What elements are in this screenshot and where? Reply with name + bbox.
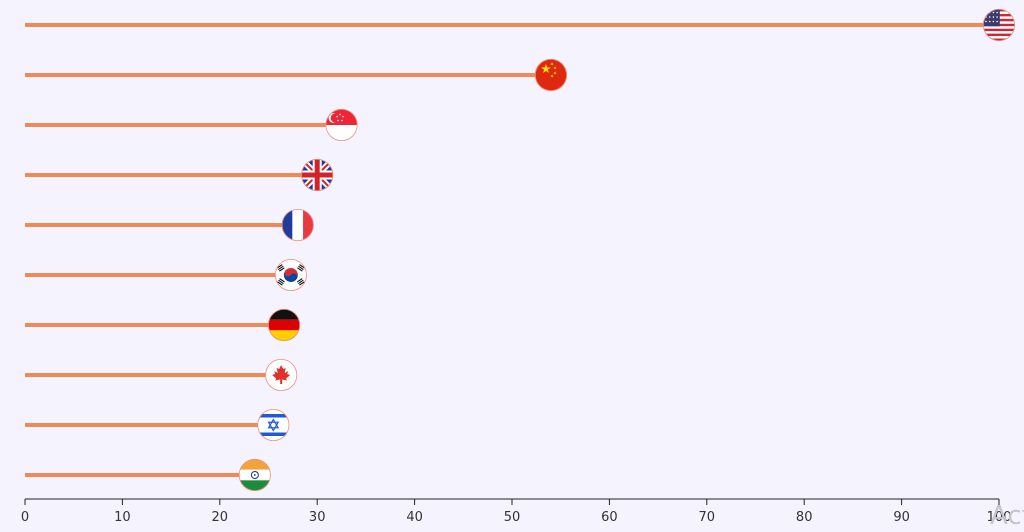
x-tick-label: 20 xyxy=(212,510,229,525)
x-tick-label: 100 xyxy=(987,510,1012,525)
singapore-flag-icon xyxy=(325,108,358,142)
south-korea-flag-icon xyxy=(274,258,307,292)
usa-flag-icon xyxy=(982,8,1016,42)
flag-markers-layer xyxy=(238,8,1016,492)
india-flag-icon xyxy=(238,458,271,492)
x-tick-label: 70 xyxy=(699,510,716,525)
canada-flag-icon xyxy=(265,358,298,392)
germany-flag-icon xyxy=(268,308,301,342)
watermark-text: Act xyxy=(990,501,1024,531)
stems-layer xyxy=(25,23,999,477)
x-axis: 0 10 20 30 40 50 60 70 80 90 100 xyxy=(21,498,1012,525)
france-flag-icon xyxy=(281,208,314,242)
x-tick-label: 30 xyxy=(309,510,326,525)
china-flag-icon xyxy=(534,58,567,92)
x-tick-label: 10 xyxy=(114,510,131,525)
x-tick-label: 40 xyxy=(406,510,423,525)
x-tick-label: 0 xyxy=(21,510,29,525)
israel-flag-icon xyxy=(257,408,290,442)
x-tick-label: 80 xyxy=(796,510,813,525)
uk-flag-icon xyxy=(301,158,334,192)
x-tick-label: 50 xyxy=(504,510,521,525)
x-tick-label: 90 xyxy=(893,510,910,525)
x-tick-label: 60 xyxy=(601,510,618,525)
